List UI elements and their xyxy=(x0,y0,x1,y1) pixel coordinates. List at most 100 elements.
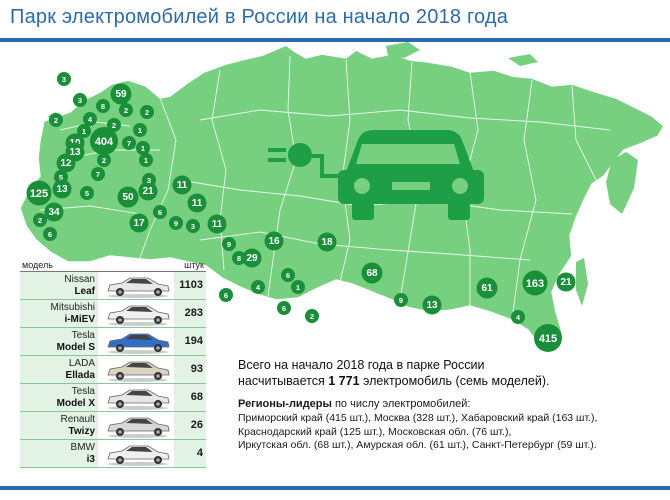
region-bubbles: 3593824240417101221213127511251352150334… xyxy=(26,72,576,352)
car-make: LADA xyxy=(68,358,95,369)
car-icon xyxy=(107,417,170,438)
car-qty: 68 xyxy=(174,384,206,411)
summary-line-2-pre: насчитывается xyxy=(238,374,329,388)
region-bubble-value: 29 xyxy=(246,253,258,264)
region-bubble-circle xyxy=(26,180,52,206)
region-bubble-value: 415 xyxy=(539,333,557,345)
region-bubble: 6 xyxy=(219,288,233,302)
summary-total: 1 771 xyxy=(328,374,360,388)
model-label: Tesla Model S xyxy=(20,328,98,355)
region-bubble: 9 xyxy=(394,293,408,307)
car-model: Model S xyxy=(56,342,95,353)
region-bubble-value: 4 xyxy=(88,115,93,124)
region-bubble: 21 xyxy=(556,272,576,292)
region-bubble: 404 xyxy=(90,127,118,155)
region-bubble-circle xyxy=(422,295,442,315)
region-bubble-circle xyxy=(57,72,71,86)
region-bubble: 8 xyxy=(232,251,246,265)
leaders-heading-rest: по числу электромобилей: xyxy=(331,398,471,410)
top-divider xyxy=(0,38,670,42)
region-bubble-circle xyxy=(43,227,57,241)
region-bubble-circle xyxy=(153,205,167,219)
leaders-heading-bold: Регионы-лидеры xyxy=(238,398,332,410)
table-row: Mitsubishi i-MiEV 283 xyxy=(20,300,206,328)
page-title: Парк электромобилей в России на начало 2… xyxy=(10,6,509,28)
car-icon xyxy=(107,305,170,326)
region-bubble-circle xyxy=(172,175,192,195)
region-bubble: 1 xyxy=(77,124,91,138)
region-bubble-value: 6 xyxy=(282,304,286,313)
car-icon xyxy=(107,333,170,354)
region-bubble: 18 xyxy=(317,232,337,252)
region-bubble: 2 xyxy=(140,105,154,119)
region-bubble-circle xyxy=(251,280,265,294)
region-bubble-value: 50 xyxy=(122,192,134,203)
region-bubble-value: 9 xyxy=(174,219,178,228)
region-bubble: 2 xyxy=(49,113,63,127)
region-bubble-value: 2 xyxy=(124,106,128,115)
region-bubble-circle xyxy=(394,293,408,307)
region-bubble-circle xyxy=(361,262,383,284)
region-bubble-circle xyxy=(219,288,233,302)
car-make: Tesla xyxy=(71,386,95,397)
region-bubble-value: 6 xyxy=(48,230,52,239)
region-bubble: 1 xyxy=(291,280,305,294)
region-bubble: 29 xyxy=(242,248,262,268)
region-bubble-value: 2 xyxy=(38,216,42,225)
region-bubble-circle xyxy=(291,280,305,294)
car-qty: 26 xyxy=(174,412,206,439)
region-bubble-circle xyxy=(33,213,47,227)
region-bubble: 3 xyxy=(57,72,71,86)
region-bubble-value: 2 xyxy=(145,108,149,117)
region-bubble-circle xyxy=(556,272,576,292)
region-bubble-circle xyxy=(90,127,118,155)
region-bubble-circle xyxy=(133,123,147,137)
region-bubble-value: 3 xyxy=(78,96,82,105)
region-bubble: 7 xyxy=(122,136,136,150)
region-bubble-circle xyxy=(83,112,97,126)
region-bubble-circle xyxy=(142,173,156,187)
region-bubble-circle xyxy=(264,231,284,251)
model-label: LADA Ellada xyxy=(20,356,98,383)
summary-line-1: Всего на начало 2018 года в парке России xyxy=(238,358,485,372)
region-bubble-value: 59 xyxy=(115,89,127,100)
region-bubble-value: 7 xyxy=(96,170,100,179)
region-bubble: 3 xyxy=(186,219,200,233)
region-bubble-circle xyxy=(522,270,548,296)
region-bubble-value: 2 xyxy=(310,312,314,321)
table-row: Tesla Model X 68 xyxy=(20,384,206,412)
car-make: BMW xyxy=(70,442,95,453)
region-bubble-value: 21 xyxy=(560,277,572,288)
severnaya-zemlya xyxy=(386,42,420,58)
region-bubble-circle xyxy=(119,103,133,117)
region-bubble-circle xyxy=(207,214,227,234)
region-bubble-value: 1 xyxy=(296,283,300,292)
region-bubble-circle xyxy=(277,301,291,315)
region-bubble-value: 8 xyxy=(237,254,241,263)
region-bubble-value: 13 xyxy=(426,300,438,311)
region-bubble-circle xyxy=(169,216,183,230)
region-bubble-value: 8 xyxy=(101,102,105,111)
summary-text: Всего на начало 2018 года в парке России… xyxy=(238,357,658,389)
region-bubble-value: 1 xyxy=(82,127,86,136)
car-model: i3 xyxy=(86,454,95,465)
region-bubble-circle xyxy=(138,181,158,201)
region-bubble: 415 xyxy=(534,324,562,352)
car-icon xyxy=(107,361,170,382)
region-bubble-circle xyxy=(117,186,139,208)
region-bubble-value: 2 xyxy=(112,121,116,130)
region-bubble: 6 xyxy=(277,301,291,315)
region-bubble-circle xyxy=(305,309,319,323)
leaders-list: Приморский край (415 шт.), Москва (328 ш… xyxy=(238,412,658,453)
region-bubble: 21 xyxy=(138,181,158,201)
region-bubble: 50 xyxy=(117,186,139,208)
region-bubble-circle xyxy=(317,232,337,252)
region-bubble: 9 xyxy=(222,237,236,251)
region-bubble: 1 xyxy=(139,153,153,167)
region-bubble: 6 xyxy=(153,205,167,219)
region-bubble: 4 xyxy=(251,280,265,294)
region-bubble: 2 xyxy=(97,153,111,167)
region-bubble: 16 xyxy=(264,231,284,251)
region-bubble-value: 6 xyxy=(286,271,290,280)
region-bubble-value: 7 xyxy=(127,139,131,148)
